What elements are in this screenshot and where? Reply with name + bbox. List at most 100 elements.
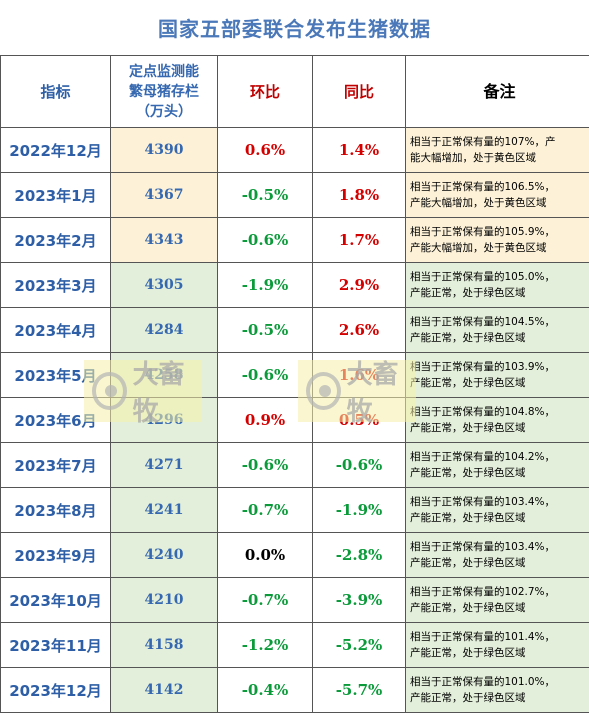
row-mom: -0.5% [217, 307, 313, 353]
header-indicator: 指标 [0, 55, 111, 128]
row-note: 相当于正常保有量的103.4%， 产能正常，处于绿色区域 [405, 532, 589, 578]
table-row: 2023年8月 4241 -0.7% -1.9% 相当于正常保有量的103.4%， 产能正… [0, 487, 589, 533]
row-note-line-2: 产能大幅增加，处于黄色区域 [410, 242, 547, 254]
row-sow-inventory: 4158 [110, 622, 218, 668]
row-sow-inventory: 4305 [110, 262, 218, 308]
row-note: 相当于正常保有量的104.5%， 产能正常，处于绿色区域 [405, 307, 589, 353]
row-mom: -1.2% [217, 622, 313, 668]
row-note-line-2: 产能正常，处于绿色区域 [410, 377, 526, 389]
row-sow-inventory: 4367 [110, 172, 218, 218]
row-sow-inventory: 4240 [110, 532, 218, 578]
row-note-line-1: 相当于正常保有量的101.4%， [410, 631, 556, 643]
row-yoy: 2.9% [312, 262, 406, 308]
hog-data-table: 指标 定点监测能 繁母猪存栏 （万头） 环比 同比 备注 2022年12月 439… [0, 55, 589, 713]
table-row: 2023年5月 4258 -0.6% 1.6% 相当于正常保有量的103.9%， 产能正常… [0, 352, 589, 398]
row-sow-inventory: 4296 [110, 397, 218, 443]
row-note-line-2: 产能正常，处于绿色区域 [410, 332, 526, 344]
row-date: 2023年3月 [0, 262, 111, 308]
table-row: 2023年3月 4305 -1.9% 2.9% 相当于正常保有量的105.0%， 产能正常… [0, 262, 589, 308]
row-yoy: 2.6% [312, 307, 406, 353]
row-yoy: 0.5% [312, 397, 406, 443]
row-date: 2023年10月 [0, 577, 111, 623]
row-mom: -0.5% [217, 172, 313, 218]
table-row: 2023年11月 4158 -1.2% -5.2% 相当于正常保有量的101.4%， 产能… [0, 622, 589, 668]
table-row: 2023年1月 4367 -0.5% 1.8% 相当于正常保有量的106.5%， 产能大幅… [0, 172, 589, 218]
table-row: 2023年7月 4271 -0.6% -0.6% 相当于正常保有量的104.2%， 产能正… [0, 442, 589, 488]
row-note-line-1: 相当于正常保有量的104.8%， [410, 406, 556, 418]
row-mom: -0.4% [217, 667, 313, 713]
row-note-line-2: 产能正常，处于绿色区域 [410, 557, 526, 569]
table-row: 2023年9月 4240 0.0% -2.8% 相当于正常保有量的103.4%， 产能正常… [0, 532, 589, 578]
row-note-line-2: 产能正常，处于绿色区域 [410, 692, 526, 704]
row-note-line-2: 产能正常，处于绿色区域 [410, 602, 526, 614]
row-note-line-1: 相当于正常保有量的104.5%， [410, 316, 556, 328]
row-note-line-1: 相当于正常保有量的105.0%， [410, 271, 556, 283]
row-note: 相当于正常保有量的103.4%， 产能正常，处于绿色区域 [405, 487, 589, 533]
row-note-line-1: 相当于正常保有量的104.2%， [410, 451, 556, 463]
row-note: 相当于正常保有量的104.2%， 产能正常，处于绿色区域 [405, 442, 589, 488]
row-note-line-1: 相当于正常保有量的101.0%， [410, 676, 556, 688]
row-yoy: -3.9% [312, 577, 406, 623]
row-note: 相当于正常保有量的105.0%， 产能正常，处于绿色区域 [405, 262, 589, 308]
row-sow-inventory: 4210 [110, 577, 218, 623]
row-date: 2023年1月 [0, 172, 111, 218]
row-mom: 0.0% [217, 532, 313, 578]
row-yoy: -0.6% [312, 442, 406, 488]
table-row: 2023年4月 4284 -0.5% 2.6% 相当于正常保有量的104.5%， 产能正常… [0, 307, 589, 353]
row-date: 2023年8月 [0, 487, 111, 533]
row-mom: -0.7% [217, 487, 313, 533]
row-date: 2023年9月 [0, 532, 111, 578]
row-note-line-1: 相当于正常保有量的107%，产 [410, 136, 556, 148]
row-note: 相当于正常保有量的103.9%， 产能正常，处于绿色区域 [405, 352, 589, 398]
row-note-line-2: 产能正常，处于绿色区域 [410, 647, 526, 659]
row-date: 2023年11月 [0, 622, 111, 668]
row-note-line-1: 相当于正常保有量的102.7%， [410, 586, 556, 598]
row-note-line-2: 产能正常，处于绿色区域 [410, 287, 526, 299]
table-row: 2023年12月 4142 -0.4% -5.7% 相当于正常保有量的101.0%， 产能… [0, 667, 589, 713]
row-sow-inventory: 4258 [110, 352, 218, 398]
row-sow-inventory: 4284 [110, 307, 218, 353]
row-yoy: 1.6% [312, 352, 406, 398]
row-yoy: 1.8% [312, 172, 406, 218]
row-note-line-1: 相当于正常保有量的105.9%， [410, 226, 556, 238]
row-note: 相当于正常保有量的101.4%， 产能正常，处于绿色区域 [405, 622, 589, 668]
table-row: 2022年12月 4390 0.6% 1.4% 相当于正常保有量的107%，产 能大幅增加… [0, 127, 589, 173]
row-mom: -0.6% [217, 217, 313, 263]
row-note-line-1: 相当于正常保有量的103.4%， [410, 541, 556, 553]
row-note: 相当于正常保有量的106.5%， 产能大幅增加，处于黄色区域 [405, 172, 589, 218]
row-date: 2023年2月 [0, 217, 111, 263]
row-note-line-1: 相当于正常保有量的103.9%， [410, 361, 556, 373]
row-note: 相当于正常保有量的105.9%， 产能大幅增加，处于黄色区域 [405, 217, 589, 263]
row-note-line-2: 产能正常，处于绿色区域 [410, 512, 526, 524]
header-sow-line-2: 繁母猪存栏 [129, 83, 199, 100]
row-mom: -0.6% [217, 442, 313, 488]
row-sow-inventory: 4390 [110, 127, 218, 173]
row-mom: 0.9% [217, 397, 313, 443]
row-note: 相当于正常保有量的101.0%， 产能正常，处于绿色区域 [405, 667, 589, 713]
row-note-line-2: 产能大幅增加，处于黄色区域 [410, 197, 547, 209]
row-date: 2023年6月 [0, 397, 111, 443]
row-date: 2022年12月 [0, 127, 111, 173]
header-yoy: 同比 [312, 55, 406, 128]
row-mom: -0.6% [217, 352, 313, 398]
row-note: 相当于正常保有量的102.7%， 产能正常，处于绿色区域 [405, 577, 589, 623]
table-title: 国家五部委联合发布生猪数据 [0, 0, 589, 56]
row-yoy: -2.8% [312, 532, 406, 578]
row-note: 相当于正常保有量的107%，产 能大幅增加，处于黄色区域 [405, 127, 589, 173]
header-sow-line-3: （万头） [136, 103, 192, 120]
row-mom: -0.7% [217, 577, 313, 623]
row-date: 2023年12月 [0, 667, 111, 713]
header-sow-line-1: 定点监测能 [129, 63, 199, 80]
row-yoy: -5.7% [312, 667, 406, 713]
table-row: 2023年2月 4343 -0.6% 1.7% 相当于正常保有量的105.9%， 产能大幅… [0, 217, 589, 263]
row-note-line-2: 能大幅增加，处于黄色区域 [410, 152, 536, 164]
row-yoy: -1.9% [312, 487, 406, 533]
row-note-line-2: 产能正常，处于绿色区域 [410, 422, 526, 434]
row-sow-inventory: 4271 [110, 442, 218, 488]
row-note-line-2: 产能正常，处于绿色区域 [410, 467, 526, 479]
row-note-line-1: 相当于正常保有量的103.4%， [410, 496, 556, 508]
row-mom: -1.9% [217, 262, 313, 308]
table-row: 2023年6月 4296 0.9% 0.5% 相当于正常保有量的104.8%， 产能正常，… [0, 397, 589, 443]
header-row: 指标 定点监测能 繁母猪存栏 （万头） 环比 同比 备注 [0, 55, 589, 128]
table-row: 2023年10月 4210 -0.7% -3.9% 相当于正常保有量的102.7%， 产能… [0, 577, 589, 623]
